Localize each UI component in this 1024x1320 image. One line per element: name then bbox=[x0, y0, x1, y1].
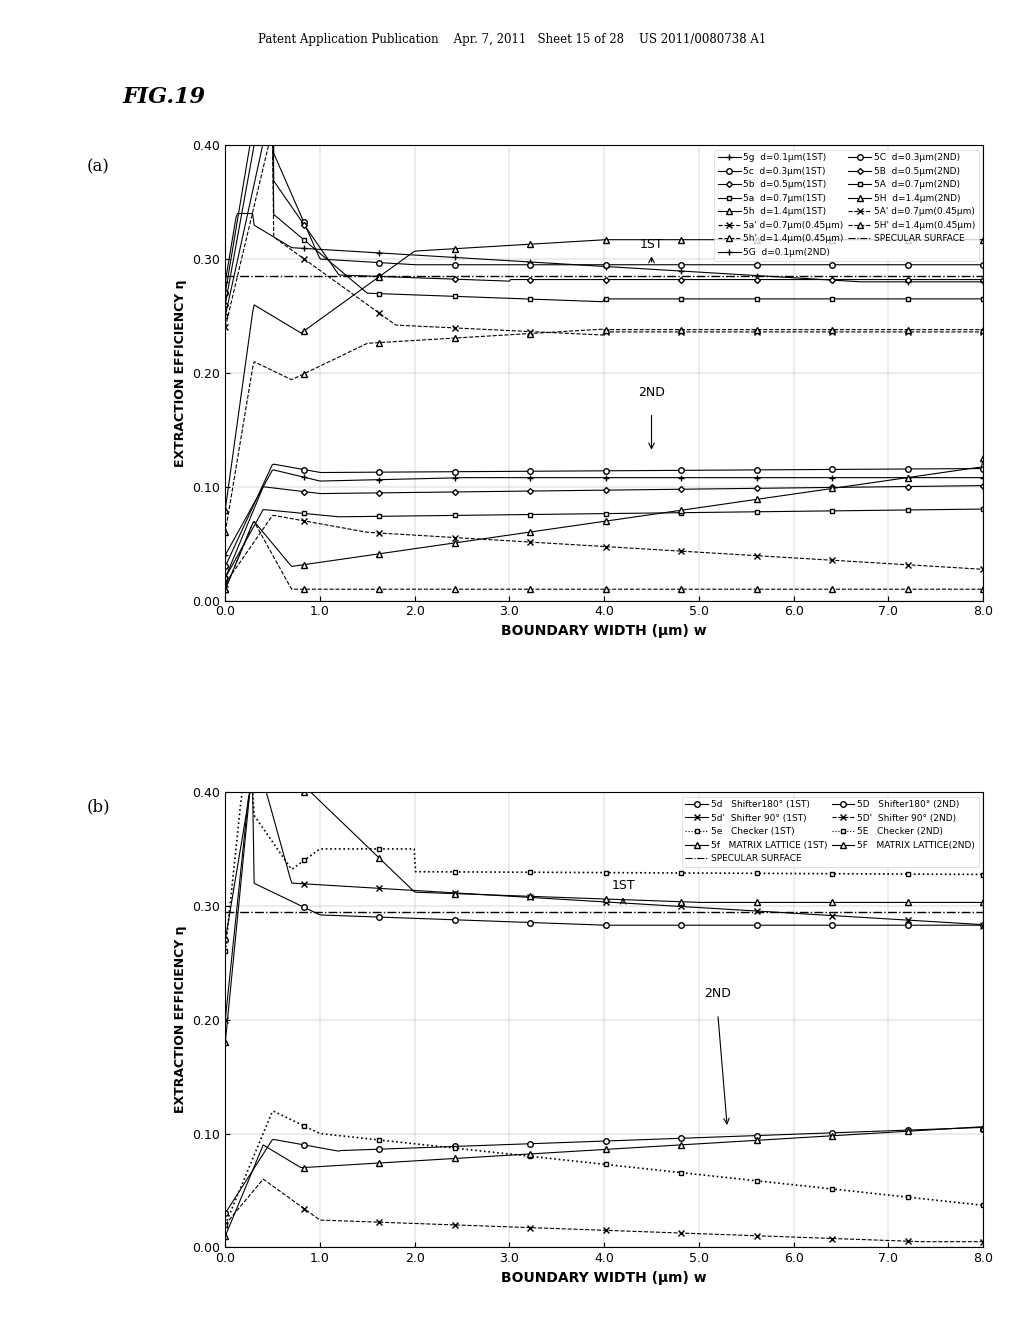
Text: Patent Application Publication    Apr. 7, 2011   Sheet 15 of 28    US 2011/00807: Patent Application Publication Apr. 7, 2… bbox=[258, 33, 766, 46]
Text: (b): (b) bbox=[87, 799, 111, 816]
SPECULAR SURFACE bbox=[709, 268, 721, 284]
X-axis label: BOUNDARY WIDTH (μm) w: BOUNDARY WIDTH (μm) w bbox=[502, 624, 707, 638]
Text: 2ND: 2ND bbox=[638, 385, 665, 399]
SPECULAR SURFACE bbox=[441, 268, 454, 284]
Y-axis label: EXTRACTION EFFICIENCY η: EXTRACTION EFFICIENCY η bbox=[174, 279, 186, 467]
SPECULAR SURFACE bbox=[977, 268, 989, 284]
SPECULAR SURFACE bbox=[410, 268, 422, 284]
Y-axis label: EXTRACTION EFFICIENCY η: EXTRACTION EFFICIENCY η bbox=[174, 925, 186, 1114]
Text: 2ND: 2ND bbox=[705, 987, 731, 1001]
X-axis label: BOUNDARY WIDTH (μm) w: BOUNDARY WIDTH (μm) w bbox=[502, 1271, 707, 1284]
Text: FIG.19: FIG.19 bbox=[123, 86, 206, 108]
Legend: 5g  d=0.1μm(1ST), 5c  d=0.3μm(1ST), 5b  d=0.5μm(1ST), 5a  d=0.7μm(1ST), 5h  d=1.: 5g d=0.1μm(1ST), 5c d=0.3μm(1ST), 5b d=0… bbox=[715, 149, 979, 260]
SPECULAR SURFACE bbox=[718, 268, 730, 284]
SPECULAR SURFACE bbox=[219, 268, 231, 284]
Text: 1ST: 1ST bbox=[611, 879, 635, 892]
Text: (a): (a) bbox=[87, 158, 110, 176]
Text: 1ST: 1ST bbox=[640, 238, 664, 251]
SPECULAR SURFACE bbox=[497, 268, 509, 284]
SPECULAR SURFACE bbox=[847, 268, 859, 284]
Legend: 5d   Shifter180° (1ST), 5d'  Shifter 90° (1ST), 5e   Checker (1ST), 5f   MATRIX : 5d Shifter180° (1ST), 5d' Shifter 90° (1… bbox=[682, 796, 979, 867]
